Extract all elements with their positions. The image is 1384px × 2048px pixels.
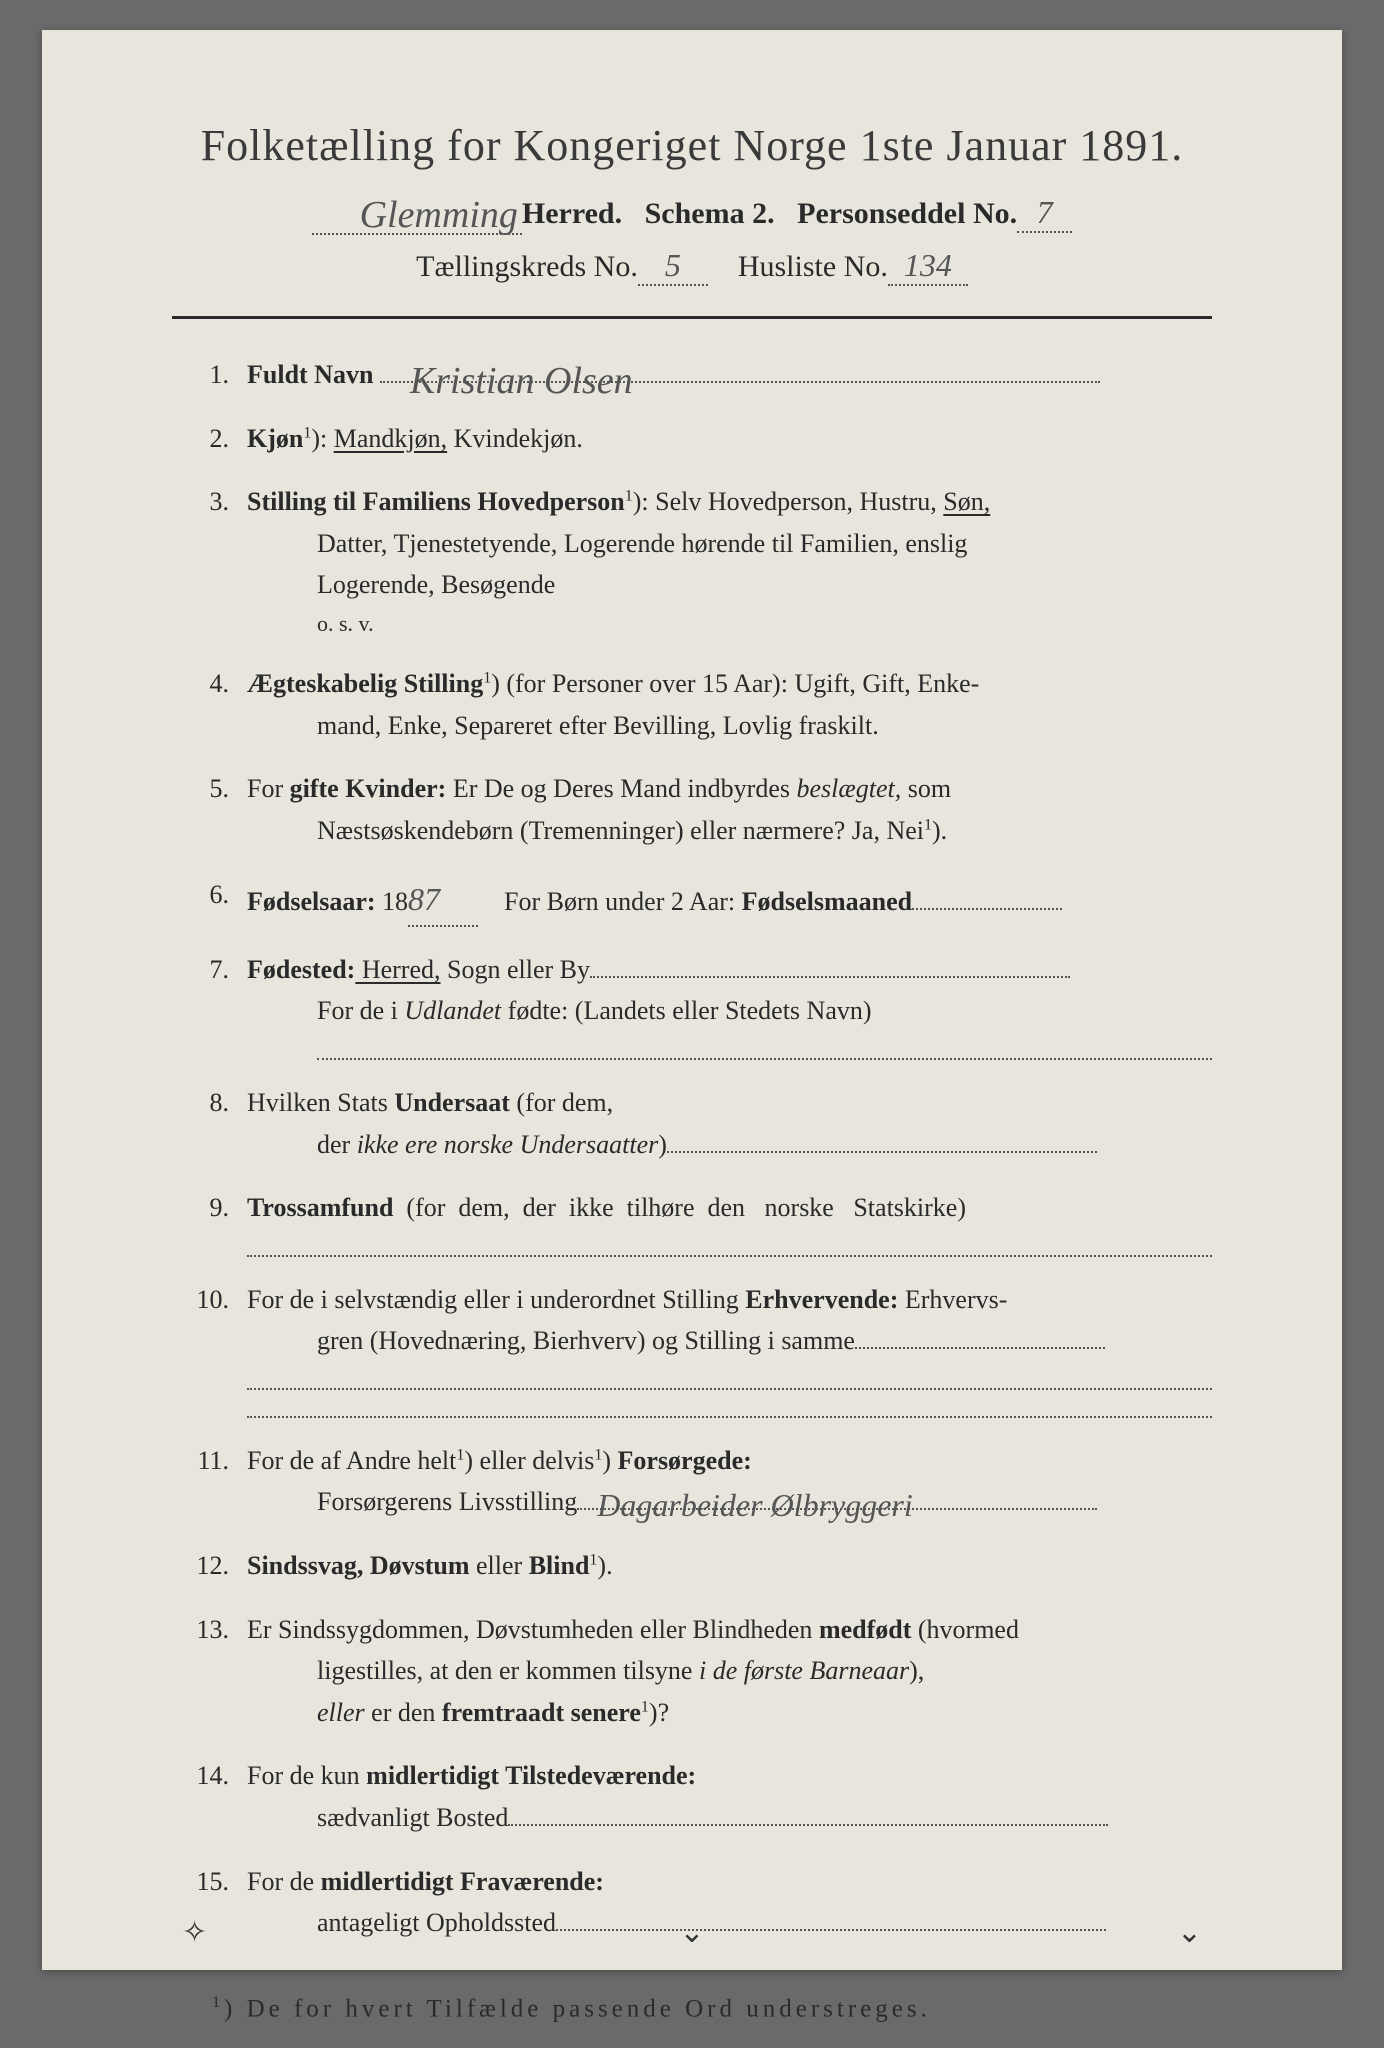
f9-label: Trossamfund (247, 1193, 393, 1222)
binding-mark-icon: ✧ (182, 1915, 207, 1950)
f12-label-b: Blind (529, 1551, 590, 1580)
kreds-label: Tællingskreds No. (416, 250, 638, 283)
f6-label: Fødselsaar: (247, 887, 376, 916)
page-title: Folketælling for Kongeriget Norge 1ste J… (172, 120, 1212, 171)
binding-mark-icon: ⌄ (1177, 1915, 1202, 1950)
field-11: 11. For de af Andre helt1) eller delvis1… (192, 1440, 1212, 1523)
husliste-no: 134 (904, 247, 952, 283)
f6-year-handwritten: 87 (408, 881, 440, 917)
f12-label-a: Sindssvag, Døvstum (247, 1551, 470, 1580)
f2-selected: Mandkjøn, (334, 424, 447, 453)
field-7: 7. Fødested: Herred, Sogn eller By For d… (192, 949, 1212, 1060)
field-2: 2. Kjøn1): Mandkjøn, Kvindekjøn. (192, 418, 1212, 460)
f7-label: Fødested: (247, 955, 355, 984)
field-6: 6. Fødselsaar: 1887 For Børn under 2 Aar… (192, 874, 1212, 927)
header-divider (172, 316, 1212, 319)
f11-label: Forsørgede: (618, 1446, 752, 1475)
field-5: 5. For gifte Kvinder: Er De og Deres Man… (192, 768, 1212, 851)
field-14: 14. For de kun midlertidigt Tilstedevære… (192, 1755, 1212, 1838)
schema-label: Schema 2. (645, 197, 775, 230)
field-10: 10. For de i selvstændig eller i underor… (192, 1279, 1212, 1418)
field-4: 4. Ægteskabelig Stilling1) (for Personer… (192, 663, 1212, 746)
header-line-2: Tællingskreds No. 5 Husliste No. 134 (172, 247, 1212, 286)
f1-label: Fuldt Navn (247, 360, 373, 389)
f3-label: Stilling til Familiens Hovedperson (247, 487, 625, 516)
field-1: 1. Fuldt Navn Kristian Olsen (192, 354, 1212, 396)
f7-selected: Herred, (355, 955, 440, 984)
f5-label: gifte Kvinder: (290, 774, 447, 803)
header-line-1: Glemming Herred. Schema 2. Personseddel … (172, 189, 1212, 235)
f15-label: midlertidigt Fraværende: (321, 1867, 604, 1896)
field-9: 9. Trossamfund (for dem, der ikke tilhør… (192, 1187, 1212, 1257)
field-8: 8. Hvilken Stats Undersaat (for dem, der… (192, 1082, 1212, 1165)
herred-label: Herred. (522, 197, 622, 230)
herred-handwritten: Glemming (360, 194, 518, 236)
f14-label: midlertidigt Tilstedeværende: (366, 1761, 696, 1790)
f1-name-handwritten: Kristian Olsen (410, 351, 633, 412)
f2-label: Kjøn (247, 424, 303, 453)
field-12: 12. Sindssvag, Døvstum eller Blind1). (192, 1545, 1212, 1587)
f11-livsstilling-handwritten: Dagarbeider Ølbryggeri (597, 1480, 913, 1531)
footnote: 1) De for hvert Tilfælde passende Ord un… (172, 1994, 1212, 2023)
census-form-page: Folketælling for Kongeriget Norge 1ste J… (42, 30, 1342, 1970)
kreds-no: 5 (665, 247, 681, 283)
f3-selected: Søn, (943, 487, 990, 516)
f10-label: Erhvervende: (745, 1285, 898, 1314)
field-13: 13. Er Sindssygdommen, Døvstumheden elle… (192, 1609, 1212, 1734)
personseddel-label: Personseddel No. (797, 197, 1017, 230)
binding-mark-icon: ⌄ (679, 1915, 704, 1950)
form-body: 1. Fuldt Navn Kristian Olsen 2. Kjøn1): … (172, 354, 1212, 1944)
f8-label: Undersaat (394, 1088, 510, 1117)
field-3: 3. Stilling til Familiens Hovedperson1):… (192, 481, 1212, 641)
f4-label: Ægteskabelig Stilling (247, 669, 483, 698)
personseddel-no: 7 (1037, 194, 1053, 230)
husliste-label: Husliste No. (738, 250, 888, 283)
